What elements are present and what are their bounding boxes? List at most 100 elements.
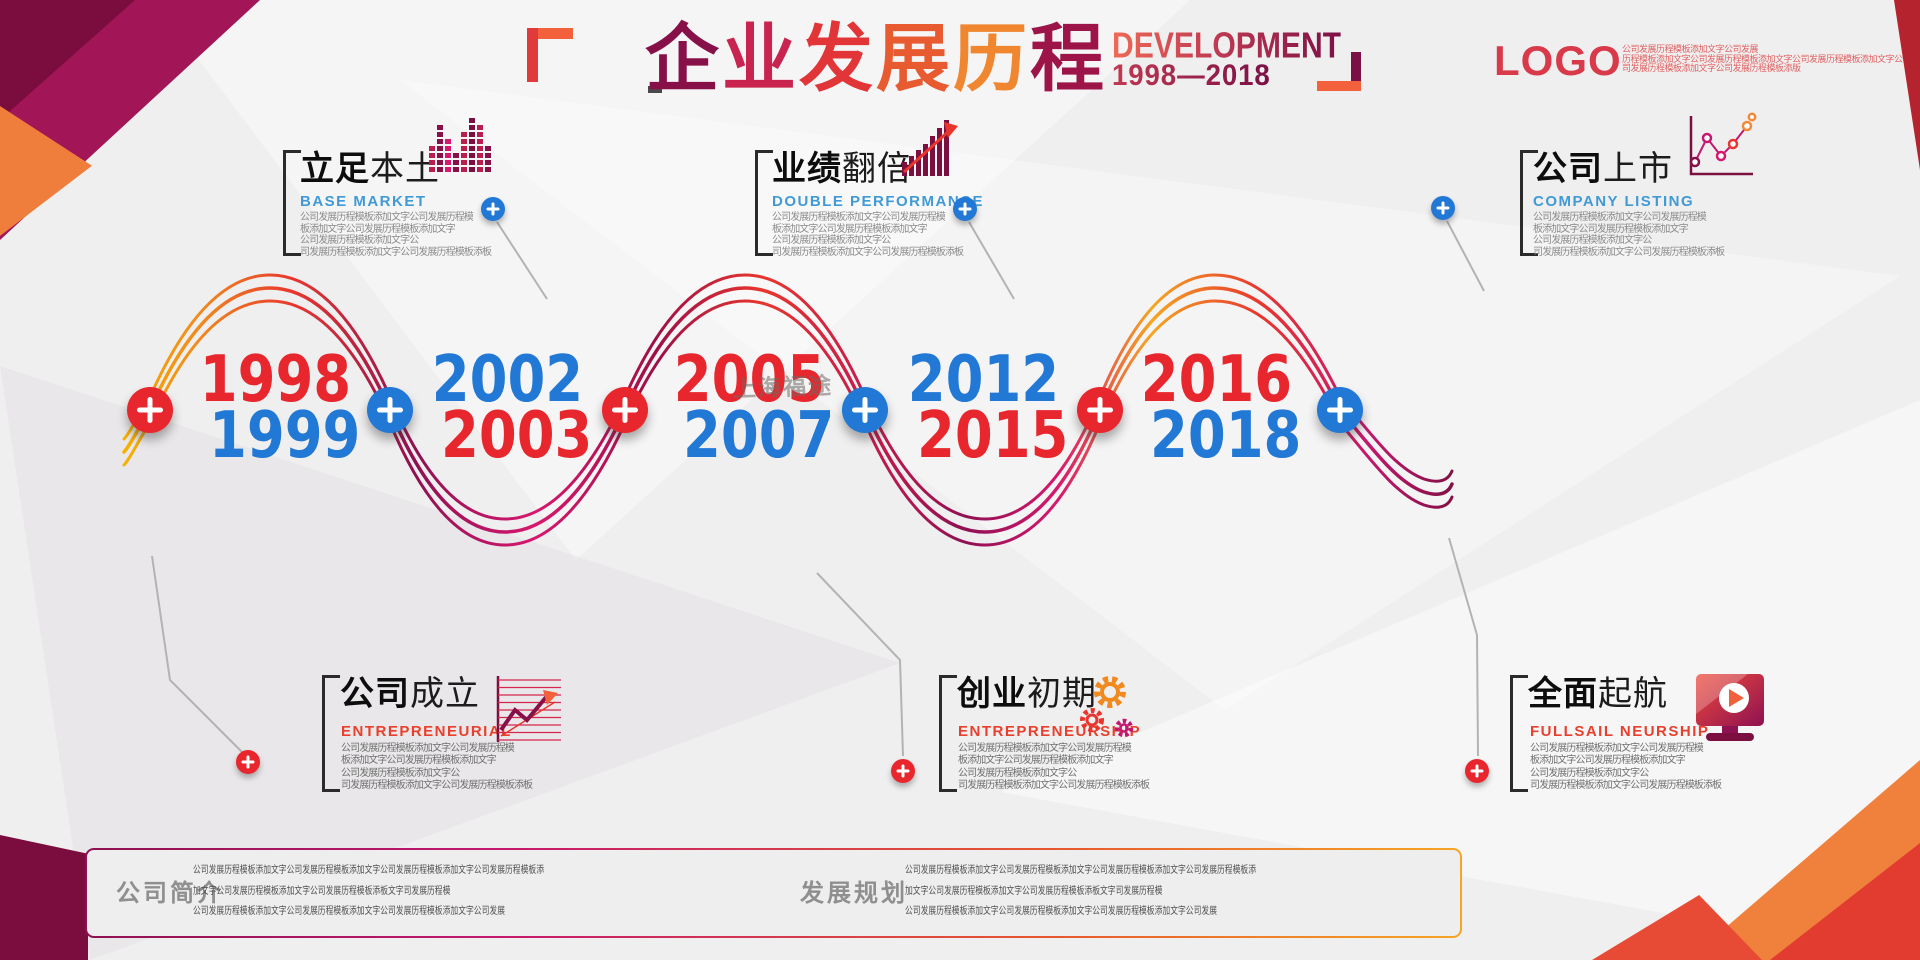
connector-lines [151,220,1485,757]
card-title-bold: 创业 [957,674,1027,714]
body-line: 公司发展历程模板添加文字公 [341,767,460,779]
body-line: 公司发展历程模板添加文字公司发展历程模 [300,212,474,223]
year-label: 2007 [683,399,835,473]
year-label: 2005 [673,343,826,417]
card-bracket [322,675,342,792]
year-label: 2016 [1140,343,1293,417]
plus-marker-icon [891,759,915,783]
card-title-light: 起航 [1598,675,1668,713]
card-subtitle: ENTREPRENEURSHIP [958,723,1142,740]
body-line: 公司发展历程模板添加文字公 [1533,235,1652,247]
card-title-bold: 公司 [340,674,410,714]
timeline-years-1998-1999: 1998 1999 [187,343,361,473]
body-line: 司发展历程模板添加文字公司发展历程模板添板 [1530,779,1722,791]
card-title-light: 翻倍 [842,150,912,188]
plus-marker-icon [1431,196,1455,220]
body-line: 司发展历程模板添加文字公司发展历程模板添板 [300,246,492,258]
body-line: 板添加文字公司发展历程模板添加文字 [300,223,456,235]
body-line: 司发展历程模板添加文字公司发展历程模板添板 [341,779,533,791]
year-label: 1999 [209,399,361,473]
body-line: 公司发展历程模板添加文字公 [772,235,891,247]
card-title-bold: 全面 [1528,674,1598,714]
footer-label-development-plan: 发展规划 [800,880,908,907]
footer-panel-inner [87,850,1460,936]
title-open-bracket-icon [527,28,538,82]
card-subtitle: BASE MARKET [300,193,427,210]
card-body-text: 公司发展历程模板添加文字公司发展历程模 板添加文字公司发展历程模板添加文字 公司… [772,212,964,258]
footer-text-company-profile: 公司发展历程模板添加文字公司发展历程模板添加文字公司发展历程模板添加文字公司发展… [193,861,544,923]
card-title-bold: 立足 [300,149,370,189]
card-subtitle: FULLSAIL NEURSHIP [1530,723,1710,740]
plus-marker-icon [481,197,505,221]
card-title-entrepreneurship: 创业初期 [957,675,1097,713]
card-title-light: 本土 [370,150,440,188]
footer-line: 加文字公司发展历程模板添加文字公司发展历程模板添板文字司发展历程模 [905,885,1163,897]
card-bracket [283,150,303,256]
card-title-light: 上市 [1603,150,1673,188]
title-char: 发 [799,16,876,102]
page-title: 企业发展历程 [645,22,1107,96]
body-line: 公司发展历程模板添加文字公司发展历程模 [341,743,515,754]
footer-line: 公司发展历程模板添加文字公司发展历程模板添加文字公司发展历程模板添加文字公司发展 [905,906,1217,917]
card-title-double-performance: 业绩翻倍 [772,150,912,188]
year-label: 2002 [431,343,584,417]
plus-marker-icon [1317,387,1363,433]
card-bracket [1520,150,1540,256]
logo-note-line: 公司发展历程模板添加文字公司发展 [1622,44,1759,54]
logo-note-line: 历程模板添加文字公司发展历程模板添加文字公司发展历程模板添加文字公 [1622,53,1903,64]
body-line: 板添加文字公司发展历程模板添加文字 [1530,755,1686,767]
card-title-light: 初期 [1027,675,1097,713]
plus-marker-icon [1465,759,1489,783]
body-line: 公司发展历程模板添加文字公 [300,235,419,247]
card-title-company-listing: 公司上市 [1533,150,1673,188]
footer-line: 加文字公司发展历程模板添加文字公司发展历程模板添板文字司发展历程模 [193,885,451,897]
title-open-bracket-icon [527,28,573,39]
title-close-bracket-icon [1351,52,1361,91]
year-label: 2003 [441,399,593,473]
plus-marker-icon [953,197,977,221]
body-line: 公司发展历程模板添加文字公 [1530,767,1649,779]
year-label: 1998 [199,343,352,417]
body-line: 公司发展历程模板添加文字公司发展历程模 [1533,212,1707,223]
gears-icon [1080,676,1134,738]
body-line: 司发展历程模板添加文字公司发展历程模板添板 [1533,246,1725,258]
year-label: 2015 [917,399,1069,473]
card-title-bold: 公司 [1533,149,1603,189]
title-subtitle-en: DEVELOPMENT [1112,25,1342,66]
timeline-years-2016-2018: 2016 2018 [1128,343,1302,468]
logo-note-text: 公司发展历程模板添加文字公司发展 历程模板添加文字公司发展历程模板添加文字公司发… [1622,44,1903,74]
body-line: 公司发展历程模板添加文字公 [958,767,1077,779]
card-body-text: 公司发展历程模板添加文字公司发展历程模 板添加文字公司发展历程模板添加文字 公司… [1533,212,1725,258]
card-subtitle: COMPANY LISTING [1533,193,1695,210]
card-bracket [939,675,959,792]
footer-line: 公司发展历程模板添加文字公司发展历程模板添加文字公司发展历程模板添加文字公司发展… [193,865,544,876]
card-body-text: 公司发展历程模板添加文字公司发展历程模 板添加文字公司发展历程模板添加文字 公司… [1530,743,1722,792]
timeline-years-2005-2007: 2005 2007 [661,343,835,473]
logo-note-line: 司发展历程模板添加文字公司发展历程模板添版 [1622,63,1801,73]
footer-panel [85,848,1462,938]
company-logo: LOGO [1494,37,1622,84]
card-title-bold: 业绩 [772,149,842,189]
card-title-light: 成立 [410,675,480,713]
title-accent-block [648,86,662,93]
body-line: 司发展历程模板添加文字公司发展历程模板添板 [772,246,964,258]
plus-marker-icon [236,750,260,774]
monitor-play-icon [1696,674,1764,741]
plus-marker-icon [1077,387,1123,433]
growth-chart-paper-icon [496,676,561,742]
card-title-fullsail: 全面起航 [1528,675,1668,713]
body-line: 司发展历程模板添加文字公司发展历程模板添板 [958,779,1150,791]
title-char: 企 [645,16,722,102]
card-body-text: 公司发展历程模板添加文字公司发展历程模 板添加文字公司发展历程模板添加文字 公司… [341,743,533,792]
body-line: 板添加文字公司发展历程模板添加文字 [341,755,497,767]
title-char: 历 [953,16,1030,102]
watermark-text: 上海福途 [732,372,834,403]
title-year-range: 1998—2018 [1112,59,1271,92]
wave-strands [122,273,1454,547]
body-line: 板添加文字公司发展历程模板添加文字 [958,755,1114,767]
card-body-text: 公司发展历程模板添加文字公司发展历程模 板添加文字公司发展历程模板添加文字 公司… [958,743,1150,792]
line-chart-icon [1689,112,1757,176]
body-line: 板添加文字公司发展历程模板添加文字 [1533,223,1689,235]
timeline-years-2002-2003: 2002 2003 [419,343,593,473]
